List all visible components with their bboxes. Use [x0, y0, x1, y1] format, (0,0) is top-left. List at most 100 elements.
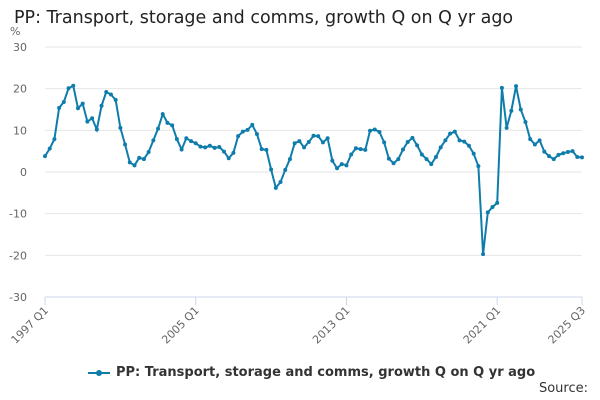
data-point[interactable]	[156, 126, 161, 131]
data-point[interactable]	[184, 136, 189, 141]
data-point[interactable]	[217, 145, 222, 149]
data-point[interactable]	[344, 163, 349, 168]
data-point[interactable]	[377, 130, 382, 134]
data-point[interactable]	[146, 150, 151, 154]
data-point[interactable]	[565, 150, 570, 154]
data-point[interactable]	[113, 97, 118, 102]
data-point[interactable]	[123, 142, 128, 147]
data-point[interactable]	[80, 101, 85, 106]
data-point[interactable]	[85, 119, 90, 124]
data-point[interactable]	[523, 120, 528, 124]
data-point[interactable]	[452, 129, 457, 134]
data-point[interactable]	[509, 108, 514, 113]
data-point[interactable]	[396, 157, 401, 162]
data-point[interactable]	[165, 120, 170, 125]
data-point[interactable]	[382, 140, 387, 145]
data-point[interactable]	[320, 140, 325, 145]
data-point[interactable]	[372, 127, 377, 132]
data-point[interactable]	[273, 185, 278, 190]
data-point[interactable]	[259, 147, 264, 152]
data-point[interactable]	[160, 112, 165, 117]
data-point[interactable]	[547, 154, 552, 159]
data-point[interactable]	[132, 163, 137, 168]
data-point[interactable]	[561, 151, 566, 156]
data-point[interactable]	[542, 149, 547, 154]
data-point[interactable]	[476, 164, 481, 169]
data-point[interactable]	[43, 154, 47, 159]
data-point[interactable]	[297, 139, 302, 144]
data-point[interactable]	[231, 150, 236, 155]
data-point[interactable]	[537, 138, 542, 143]
data-point[interactable]	[457, 138, 462, 143]
data-point[interactable]	[118, 125, 123, 130]
data-point[interactable]	[61, 100, 66, 104]
data-point[interactable]	[170, 123, 175, 128]
data-point[interactable]	[466, 143, 471, 148]
data-point[interactable]	[462, 139, 467, 144]
data-point[interactable]	[71, 83, 76, 88]
data-point[interactable]	[391, 161, 396, 166]
legend-item[interactable]: PP: Transport, storage and comms, growth…	[88, 365, 535, 380]
data-point[interactable]	[137, 155, 142, 160]
data-point[interactable]	[108, 92, 113, 97]
data-point[interactable]	[528, 137, 533, 142]
data-point[interactable]	[429, 162, 434, 167]
data-point[interactable]	[443, 138, 448, 143]
data-point[interactable]	[495, 200, 500, 205]
data-point[interactable]	[311, 133, 316, 138]
data-point[interactable]	[368, 128, 373, 133]
data-point[interactable]	[151, 138, 156, 143]
data-point[interactable]	[99, 103, 104, 108]
data-point[interactable]	[66, 86, 71, 91]
data-point[interactable]	[490, 205, 495, 209]
data-point[interactable]	[575, 155, 580, 159]
data-point[interactable]	[52, 137, 57, 142]
data-point[interactable]	[335, 166, 340, 171]
data-point[interactable]	[212, 145, 217, 150]
data-point[interactable]	[278, 180, 283, 184]
data-point[interactable]	[415, 143, 420, 148]
data-point[interactable]	[141, 157, 146, 162]
data-point[interactable]	[410, 135, 415, 140]
data-point[interactable]	[264, 147, 269, 152]
data-point[interactable]	[222, 149, 226, 154]
data-point[interactable]	[47, 146, 52, 151]
data-point[interactable]	[287, 157, 292, 162]
data-point[interactable]	[306, 140, 311, 144]
data-point[interactable]	[448, 131, 453, 136]
data-point[interactable]	[514, 84, 519, 89]
data-point[interactable]	[485, 210, 490, 215]
data-point[interactable]	[75, 106, 80, 111]
data-point[interactable]	[179, 147, 184, 152]
data-point[interactable]	[236, 134, 241, 139]
data-point[interactable]	[240, 129, 245, 134]
data-point[interactable]	[353, 146, 358, 151]
data-point[interactable]	[363, 147, 368, 152]
data-point[interactable]	[504, 125, 509, 130]
data-point[interactable]	[405, 140, 410, 144]
data-point[interactable]	[250, 122, 255, 127]
data-point[interactable]	[193, 141, 198, 146]
data-point[interactable]	[302, 145, 307, 150]
data-point[interactable]	[401, 147, 405, 152]
data-point[interactable]	[499, 85, 504, 90]
series-line[interactable]	[44, 84, 583, 255]
data-point[interactable]	[254, 132, 259, 137]
data-point[interactable]	[174, 137, 179, 142]
data-point[interactable]	[90, 116, 95, 121]
data-point[interactable]	[269, 167, 274, 172]
data-point[interactable]	[424, 157, 429, 162]
data-point[interactable]	[189, 139, 194, 144]
data-point[interactable]	[419, 152, 424, 157]
data-point[interactable]	[226, 156, 231, 161]
data-point[interactable]	[127, 160, 132, 165]
data-point[interactable]	[245, 127, 250, 132]
data-point[interactable]	[358, 147, 363, 152]
data-point[interactable]	[94, 127, 99, 132]
data-point[interactable]	[57, 105, 62, 110]
data-point[interactable]	[104, 90, 109, 94]
data-point[interactable]	[386, 156, 391, 161]
data-point[interactable]	[532, 142, 537, 147]
data-point[interactable]	[551, 157, 556, 162]
data-point[interactable]	[292, 141, 297, 146]
